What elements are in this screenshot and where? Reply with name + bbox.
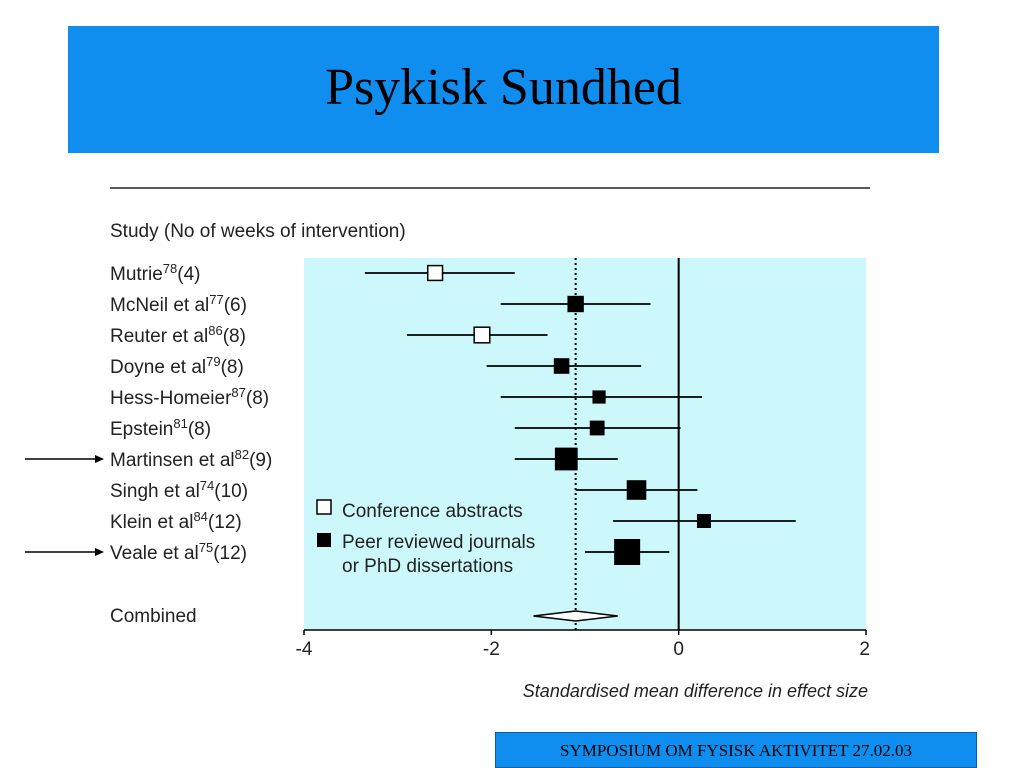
study-label: Epstein81(8) [110,416,211,440]
study-label: Klein et al84(12) [110,509,242,533]
pointer-arrow-head [95,548,104,556]
study-label: Reuter et al86(8) [110,323,246,347]
slide-title: Psykisk Sundhed [325,59,682,116]
study-row: Klein et al84(12) [110,509,796,533]
study-label: Martinsen et al82(9) [110,447,272,471]
point-estimate-open [426,264,444,282]
x-axis-label: Standardised mean difference in effect s… [523,681,868,701]
study-label: Hess-Homeier87(8) [110,385,269,409]
legend: Conference abstracts Peer reviewed journ… [316,499,535,577]
legend-label-peer: Peer reviewed journals [342,532,535,553]
legend-marker-open [316,499,332,515]
point-estimate-filled [696,514,711,528]
plot-area [304,258,866,630]
legend-marker-filled [317,533,331,547]
point-estimate-filled [567,295,584,313]
footer-box: SYMPOSIUM OM FYSISK AKTIVITET 27.02.03 [495,732,977,768]
point-estimate-open [473,326,491,344]
study-label: Mutrie78(4) [110,261,201,285]
study-row: McNeil et al77(6) [110,292,651,316]
study-row: Mutrie78(4) [110,261,515,285]
study-label: Doyne et al79(8) [110,354,244,378]
combined-label: Combined [110,606,197,627]
study-row: Singh et al74(10) [110,478,698,502]
legend-label-conference: Conference abstracts [342,501,523,522]
study-label: McNeil et al77(6) [110,292,247,316]
x-tick-label: 0 [673,639,684,660]
point-estimate-filled [592,390,606,404]
x-tick-label: -4 [296,639,313,660]
x-tick-label: 2 [859,639,870,660]
point-estimate-filled [614,539,641,565]
point-estimate-filled [553,358,570,374]
study-row: Reuter et al86(8) [110,323,548,347]
combined-diamond [533,610,618,622]
column-header: Study (No of weeks of intervention) [110,221,406,242]
pointer-arrow-head [95,455,104,463]
study-label: Singh et al74(10) [110,478,248,502]
point-estimate-filled [554,447,578,471]
x-tick-label: -2 [483,639,500,660]
study-label: Veale et al75(12) [110,540,247,564]
study-row: Doyne et al79(8) [110,354,642,378]
study-row: Hess-Homeier87(8) [110,385,703,409]
study-row: Veale et al75(12) [25,539,670,565]
point-estimate-filled [626,480,647,500]
study-row: Epstein81(8) [110,416,681,440]
footer-text: SYMPOSIUM OM FYSISK AKTIVITET 27.02.03 [559,741,912,760]
point-estimate-filled [589,420,605,436]
legend-label-peer-line2: or PhD dissertations [342,556,513,577]
study-row: Martinsen et al82(9) [25,447,618,471]
title-bar: Psykisk Sundhed [68,26,939,153]
